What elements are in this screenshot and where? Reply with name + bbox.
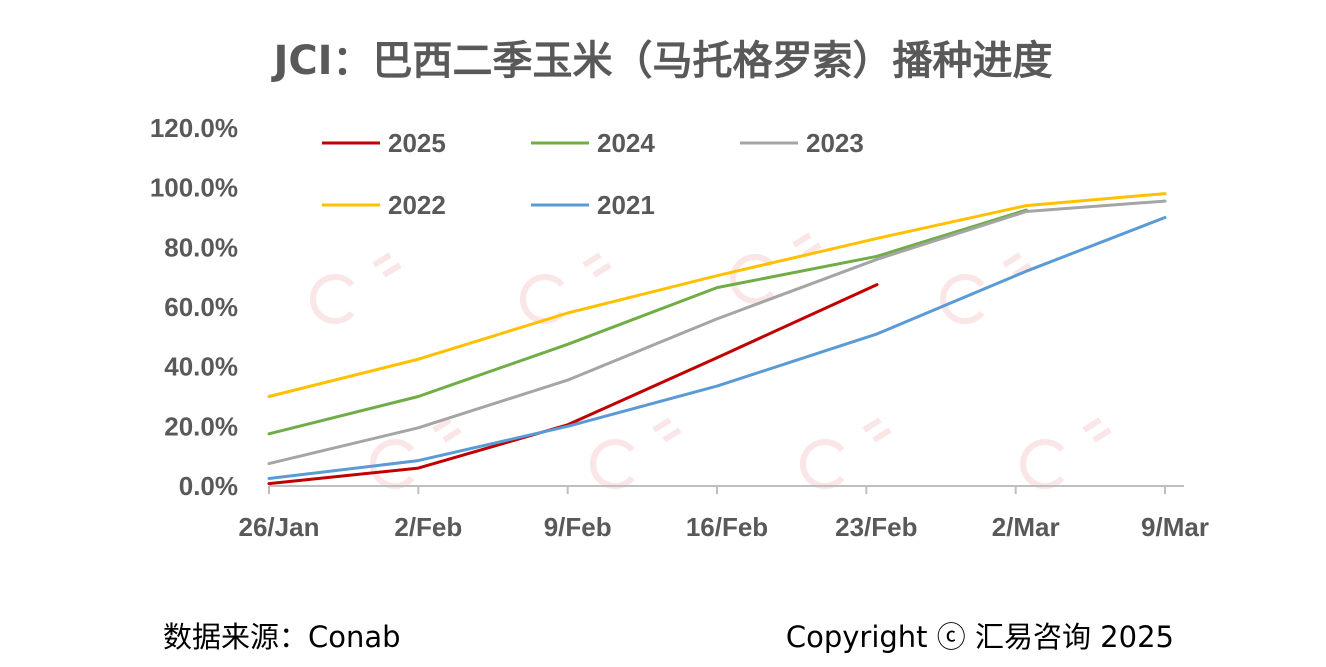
series-line-2021 [267,216,1167,480]
chart-legend: 2025 2024 2023 2022 2021 [322,128,864,220]
series-line-2022 [267,192,1167,398]
series-line-2025 [267,283,879,486]
y-tick-label: 20.0% [164,411,238,441]
copyright-note: Copyright ⓒ 汇易咨询 2025 [785,620,1174,654]
watermark-logo [520,252,612,324]
y-tick-label: 80.0% [164,232,238,262]
watermark-logo [800,417,892,489]
y-tick-label: 60.0% [164,292,238,322]
watermark-logo [940,252,1032,324]
x-tick-label: 2/Mar [992,512,1060,542]
chart-title: JCI：巴西二季玉米（马托格罗索）播种进度 [273,38,1053,84]
x-tick-label: 2/Feb [394,512,462,542]
watermark-logo [590,417,682,489]
legend-label-2025: 2025 [388,128,446,158]
watermark-logo [310,252,402,324]
chart-axes: 26/Jan 2/Feb 9/Feb 16/Feb 23/Feb 2/Mar 9/Mar 0.… [150,113,1209,542]
legend-label-2021: 2021 [597,190,655,220]
legend-label-2023: 2023 [806,128,864,158]
x-tick-label: 23/Feb [835,512,917,542]
x-tick-label: 9/Mar [1141,512,1209,542]
y-tick-label: 0.0% [179,471,238,501]
x-tick-label: 9/Feb [544,512,612,542]
x-tick-label: 16/Feb [686,512,768,542]
y-tick-label: 100.0% [150,173,238,203]
source-note: 数据来源：Conab [163,620,401,654]
y-tick-label: 40.0% [164,352,238,382]
legend-label-2022: 2022 [388,190,446,220]
series-lines [267,192,1167,486]
series-line-2023 [267,199,1167,466]
y-tick-label: 120.0% [150,113,238,143]
watermark-logo [1020,417,1112,489]
legend-label-2024: 2024 [597,128,655,158]
x-tick-label: 26/Jan [239,512,320,542]
series-line-2024 [267,208,1028,436]
